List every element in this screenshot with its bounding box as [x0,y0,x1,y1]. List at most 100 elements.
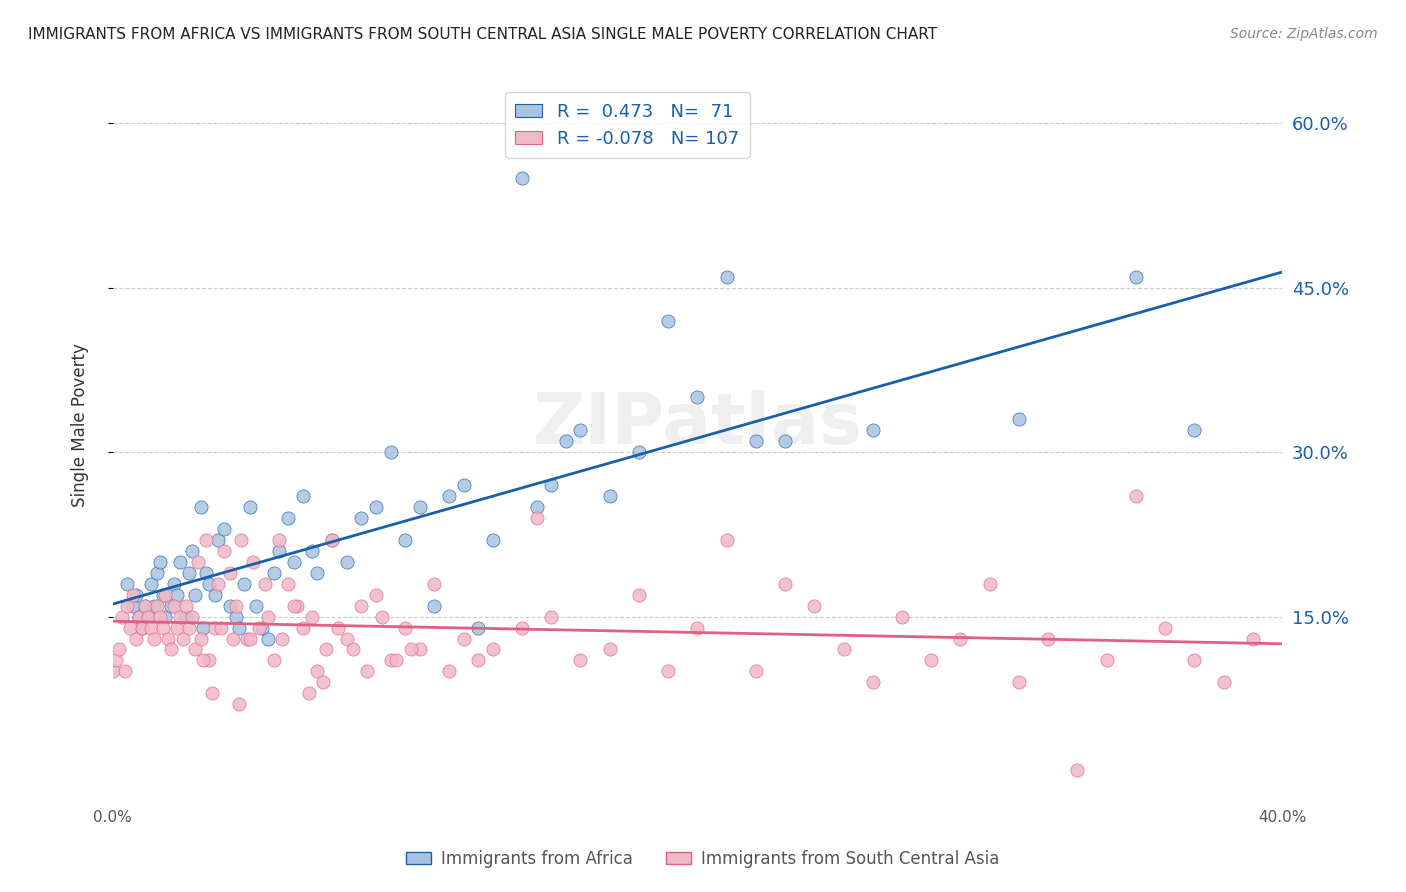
Point [285,599,308,613]
Point [307,665,329,679]
Point [380,653,402,667]
Point [193,621,215,635]
Point [510,171,533,186]
Point [131,621,153,635]
Point [326,621,349,635]
Point [269,533,291,547]
Point [125,588,148,602]
Point [657,665,679,679]
Point [218,599,240,613]
Point [247,621,270,635]
Point [307,566,329,580]
Point [256,609,278,624]
Text: IMMIGRANTS FROM AFRICA VS IMMIGRANTS FROM SOUTH CENTRAL ASIA SINGLE MALE POVERTY: IMMIGRANTS FROM AFRICA VS IMMIGRANTS FRO… [28,27,938,42]
Point [225,609,247,624]
Point [364,500,387,514]
Point [225,599,247,613]
Point [920,653,942,667]
Point [160,642,183,657]
Point [104,653,127,667]
Point [716,269,738,284]
Point [467,621,489,635]
Legend: Immigrants from Africa, Immigrants from South Central Asia: Immigrants from Africa, Immigrants from … [399,844,1007,875]
Point [174,609,197,624]
Point [111,609,134,624]
Point [321,533,343,547]
Point [212,522,235,536]
Point [283,599,305,613]
Point [155,588,177,602]
Point [233,576,256,591]
Point [134,599,156,613]
Point [263,566,285,580]
Point [195,566,218,580]
Point [107,642,129,657]
Point [131,621,153,635]
Point [1125,489,1147,503]
Point [437,665,460,679]
Point [350,599,373,613]
Point [212,544,235,558]
Point [117,576,139,591]
Point [204,588,226,602]
Point [371,609,394,624]
Point [467,653,489,667]
Point [218,566,240,580]
Point [231,533,253,547]
Point [145,566,167,580]
Point [277,576,299,591]
Point [599,489,621,503]
Point [862,675,884,690]
Point [269,544,291,558]
Point [949,632,972,646]
Point [134,599,156,613]
Point [526,511,548,525]
Point [166,588,188,602]
Point [155,609,177,624]
Point [315,642,337,657]
Point [1036,632,1059,646]
Point [540,478,562,492]
Point [190,632,212,646]
Point [228,621,250,635]
Point [745,434,768,449]
Point [169,609,191,624]
Point [136,609,159,624]
Point [201,686,224,700]
Point [172,632,194,646]
Point [423,576,446,591]
Point [298,686,321,700]
Point [1095,653,1118,667]
Point [1182,653,1205,667]
Point [1066,763,1088,777]
Text: 40.0%: 40.0% [1258,810,1306,824]
Point [160,599,183,613]
Point [526,500,548,514]
Point [193,653,215,667]
Point [364,588,387,602]
Point [1008,412,1031,426]
Point [773,434,796,449]
Point [250,621,273,635]
Point [209,621,232,635]
Point [114,665,136,679]
Text: Source: ZipAtlas.com: Source: ZipAtlas.com [1230,27,1378,41]
Point [180,544,202,558]
Point [253,576,276,591]
Point [149,555,172,569]
Point [174,599,197,613]
Point [221,632,243,646]
Point [207,576,229,591]
Point [350,511,373,525]
Point [716,533,738,547]
Point [540,609,562,624]
Point [385,653,408,667]
Point [301,544,323,558]
Point [627,445,650,459]
Point [599,642,621,657]
Point [569,423,592,437]
Point [120,621,142,635]
Point [803,599,825,613]
Point [187,555,209,569]
Point [183,588,205,602]
